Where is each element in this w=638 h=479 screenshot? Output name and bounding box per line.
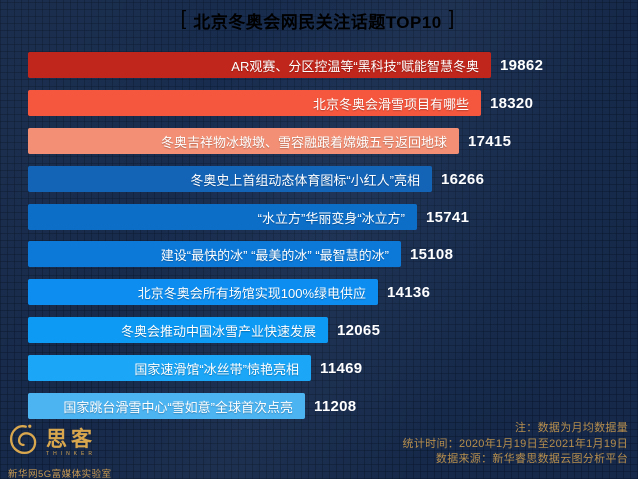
bar-row: 冬奥吉祥物冰墩墩、雪容融跟着嫦娥五号返回地球 17415: [28, 128, 511, 154]
topic-bar: 国家跳台滑雪中心“雪如意”全球首次点亮: [28, 393, 305, 419]
topic-value: 17415: [468, 132, 512, 150]
topic-label: 北京冬奥会所有场馆实现100%绿电供应: [137, 285, 366, 301]
topic-value: 15108: [410, 245, 454, 263]
note-time-range: 统计时间：2020年1月19日至2021年1月19日: [402, 437, 628, 450]
topic-bar: 建设“最快的冰” “最美的冰” “最智慧的冰”: [28, 241, 401, 267]
topic-bar: AR观赛、分区控温等“黑科技”赋能智慧冬奥: [28, 52, 491, 78]
bar-row: 北京冬奥会滑雪项目有哪些 18320: [28, 90, 533, 116]
topic-bar: 冬奥会推动中国冰雪产业快速发展: [28, 317, 328, 343]
topic-label: 冬奥会推动中国冰雪产业快速发展: [120, 323, 316, 339]
topic-label: AR观赛、分区控温等“黑科技”赋能智慧冬奥: [231, 58, 479, 74]
topic-value: 14136: [387, 283, 431, 301]
brand-org: 新华网5G富媒体实验室: [8, 469, 112, 479]
title-bracket-right: ]: [448, 8, 455, 30]
note-data-source: 数据来源：新华睿思数据云图分析平台: [435, 453, 628, 465]
topic-bar: 国家速滑馆“冰丝带”惊艳亮相: [28, 355, 311, 381]
topic-bar: 冬奥史上首组动态体育图标“小红人”亮相: [28, 166, 432, 192]
topic-label: 冬奥吉祥物冰墩墩、雪容融跟着嫦娥五号返回地球: [160, 134, 447, 150]
spiral-logo-icon: [8, 423, 40, 462]
bar-row: 国家跳台滑雪中心“雪如意”全球首次点亮 11208: [28, 393, 356, 419]
topic-bar: 北京冬奥会所有场馆实现100%绿电供应: [28, 279, 378, 305]
bar-row: “水立方”华丽变身“冰立方” 15741: [28, 204, 469, 230]
topic-label: 国家速滑馆“冰丝带”惊艳亮相: [134, 361, 299, 377]
topic-bar: 北京冬奥会滑雪项目有哪些: [28, 90, 481, 116]
topic-value: 19862: [500, 56, 544, 74]
bar-row: 建设“最快的冰” “最美的冰” “最智慧的冰” 15108: [28, 241, 453, 267]
topic-value: 11469: [320, 359, 363, 377]
topic-label: 国家跳台滑雪中心“雪如意”全球首次点亮: [63, 399, 293, 415]
bar-row: 国家速滑馆“冰丝带”惊艳亮相 11469: [28, 355, 362, 381]
topic-value: 15741: [426, 208, 470, 226]
topic-value: 18320: [490, 94, 534, 112]
topic-bar: 冬奥吉祥物冰墩墩、雪容融跟着嫦娥五号返回地球: [28, 128, 459, 154]
topic-label: 建设“最快的冰” “最美的冰” “最智慧的冰”: [160, 247, 389, 263]
topic-label: 北京冬奥会滑雪项目有哪些: [312, 96, 469, 112]
title-bracket-left: [: [180, 8, 187, 30]
topic-value: 12065: [337, 321, 381, 339]
topic-value: 11208: [314, 397, 357, 415]
bar-row: AR观赛、分区控温等“黑科技”赋能智慧冬奥 19862: [28, 52, 543, 78]
data-notes: 注：数据为月均数据量 统计时间：2020年1月19日至2021年1月19日 数据…: [403, 421, 628, 468]
topic-label: 冬奥史上首组动态体育图标“小红人”亮相: [190, 172, 420, 188]
brand-name: 思客: [46, 426, 96, 451]
page-title: [ 北京冬奥会网民关注话题TOP10 ]: [162, 6, 473, 34]
bar-row: 冬奥会推动中国冰雪产业快速发展 12065: [28, 317, 380, 343]
page-title-text: 北京冬奥会网民关注话题TOP10: [193, 12, 442, 32]
note-data-scope: 注：数据为月均数据量: [515, 422, 628, 434]
bar-row: 冬奥史上首组动态体育图标“小红人”亮相 16266: [28, 166, 484, 192]
bar-row: 北京冬奥会所有场馆实现100%绿电供应 14136: [28, 279, 430, 305]
brand-name-latin: THINKER: [46, 450, 96, 457]
topic-label: “水立方”华丽变身“冰立方”: [257, 210, 405, 226]
brand-logo: 思客 THINKER 新华网5G富媒体实验室: [8, 423, 138, 479]
topic-value: 16266: [441, 170, 485, 188]
topic-bar: “水立方”华丽变身“冰立方”: [28, 204, 417, 230]
